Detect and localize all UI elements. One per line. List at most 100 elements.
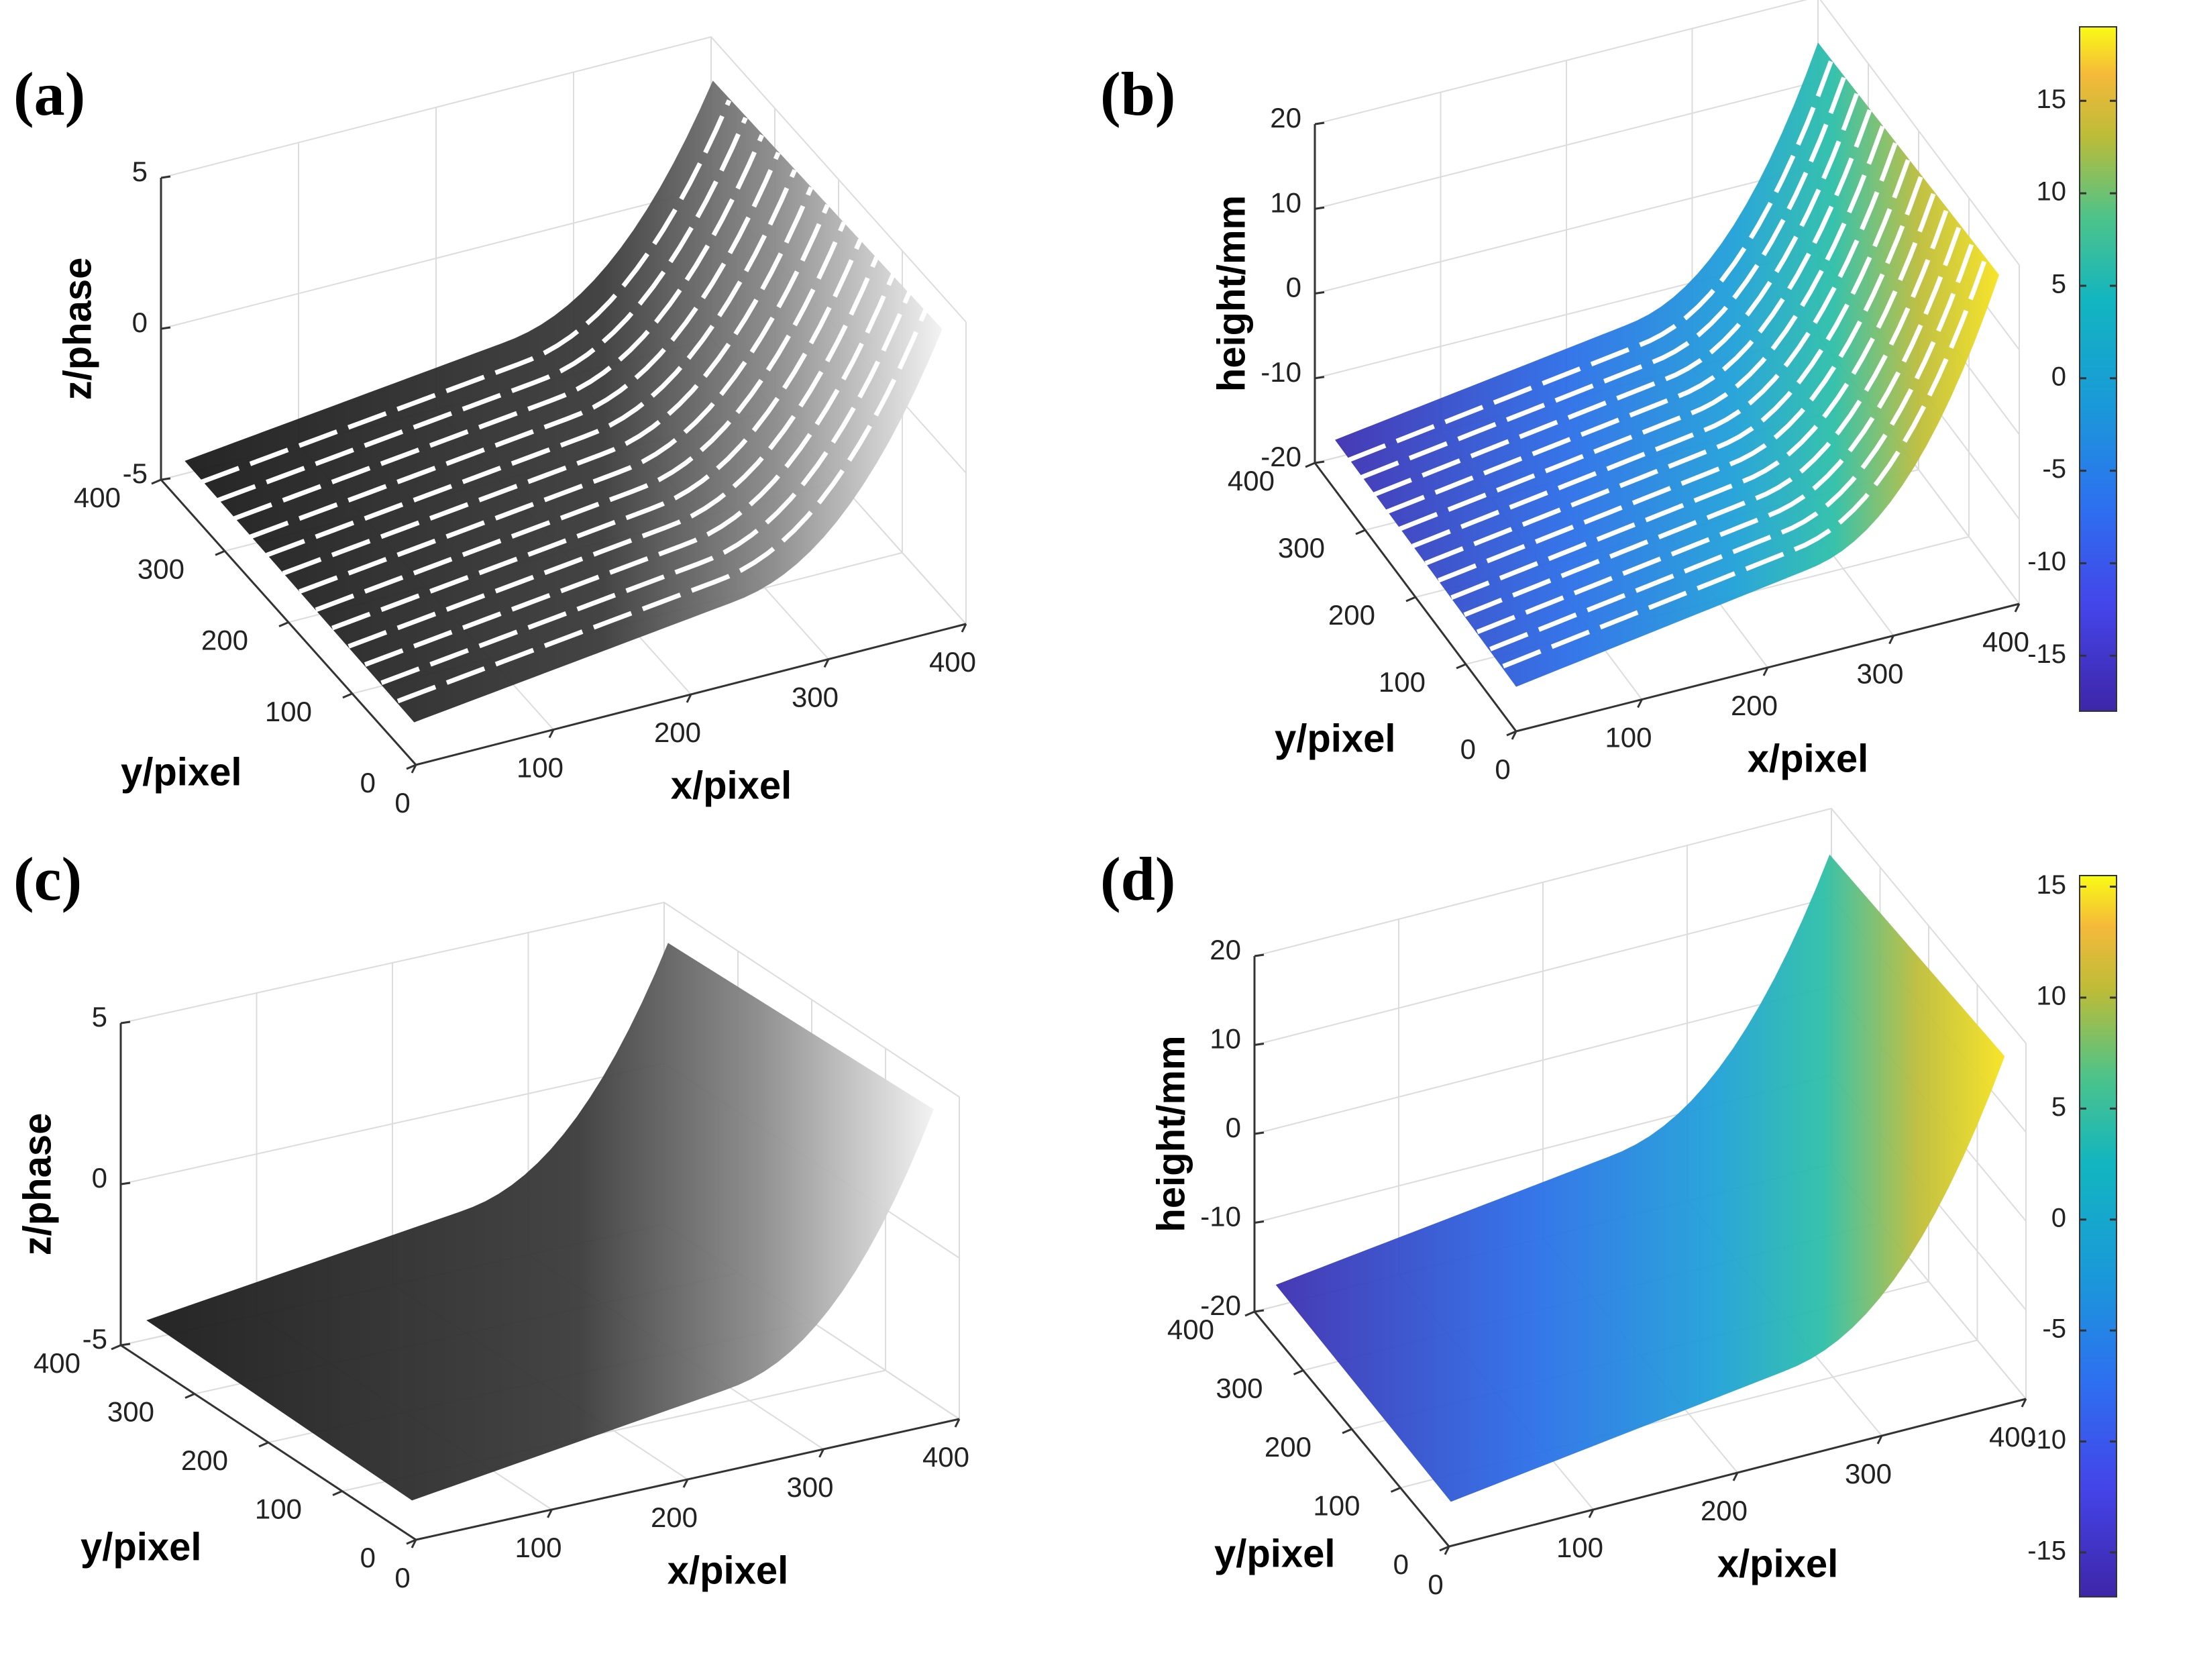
x-axis-label: x/pixel <box>671 764 792 807</box>
y-tick-mark <box>342 692 353 699</box>
z-tick-mark <box>120 1343 131 1347</box>
surface-gap <box>1373 93 1860 497</box>
x-tick-label: 0 <box>1428 1569 1443 1600</box>
y-tick-label: 0 <box>360 767 376 798</box>
colorbar-d: -15 -10 -5 0 5 10 15 <box>2027 870 2117 1597</box>
x-axis-label: x/pixel <box>1717 1542 1839 1585</box>
panel-label: (b) <box>1100 60 1175 128</box>
panel-a: 01002003004000100200300400-505x/pixely/p… <box>13 36 976 819</box>
surface-gap <box>249 152 781 539</box>
y-tick-mark <box>184 1393 195 1399</box>
colorbar-tick-label: 0 <box>2051 1203 2066 1232</box>
z-axis-label: z/phase <box>15 1113 59 1256</box>
x-tick-label: 100 <box>515 1532 561 1563</box>
surface-gap <box>315 221 847 613</box>
x-tick-mark <box>1732 1472 1739 1481</box>
y-tick-mark <box>1342 1428 1352 1434</box>
colorbar-tick-label: -5 <box>2042 454 2066 484</box>
surface-body <box>1335 42 1999 687</box>
z-tick-label: -20 <box>1200 1290 1241 1321</box>
x-tick-mark <box>1588 1509 1595 1518</box>
surface-a <box>184 81 943 723</box>
y-tick-mark <box>278 621 289 627</box>
surface-gap <box>380 291 912 686</box>
y-axis-label: y/pixel <box>1275 717 1396 760</box>
y-tick-label: 300 <box>1278 532 1325 564</box>
x-tick-label: 100 <box>1556 1532 1603 1563</box>
surface-gap <box>233 134 765 521</box>
surface-gap <box>1502 255 1989 669</box>
y-tick-mark <box>1439 1545 1450 1552</box>
x-tick-label: 100 <box>517 752 564 784</box>
y-tick-label: 200 <box>201 625 248 656</box>
z-tick-label: -5 <box>123 458 148 489</box>
z-tick-label: 0 <box>132 307 148 338</box>
z-axis-label: z/phase <box>56 258 99 401</box>
colorbar-tick-label: 10 <box>2037 177 2067 207</box>
x-tick-label: 400 <box>1982 626 2029 658</box>
surface-gap <box>299 203 830 594</box>
z-tick-label: 10 <box>1270 187 1301 218</box>
colorbar-tick-label: -5 <box>2042 1314 2066 1344</box>
surface-gap <box>266 168 797 558</box>
surface-gap <box>331 238 863 631</box>
y-tick-mark <box>332 1490 343 1496</box>
surface-gap <box>1347 60 1833 463</box>
y-tick-label: 400 <box>34 1347 81 1379</box>
colorbar-tick-label: -15 <box>2027 639 2066 669</box>
z-tick-label: -20 <box>1261 441 1301 472</box>
z-tick-mark <box>1254 1220 1265 1224</box>
panel-d: 01002003004000100200300400-20-1001020x/p… <box>1100 807 2117 1600</box>
z-tick-mark <box>1314 121 1325 125</box>
z-tick-mark <box>1254 1131 1265 1135</box>
z-tick-mark <box>1314 460 1325 464</box>
colorbar-tick-label: -10 <box>2027 547 2066 576</box>
colorbar-b: -15 -10 -5 0 5 10 15 <box>2027 26 2117 712</box>
x-tick-label: 0 <box>394 787 410 819</box>
z-tick-label: 20 <box>1210 934 1241 965</box>
surface-gap <box>1489 239 1976 651</box>
y-tick-label: 0 <box>1460 733 1476 765</box>
surface-gap <box>217 117 748 503</box>
surface-d <box>1275 854 2005 1502</box>
panel-label: (c) <box>13 845 82 913</box>
y-tick-mark <box>1244 1310 1255 1317</box>
y-tick-mark <box>406 764 417 770</box>
surface-gap <box>1360 76 1846 480</box>
surface-c <box>146 943 934 1501</box>
x-tick-label: 0 <box>394 1562 410 1593</box>
y-tick-mark <box>406 1538 417 1545</box>
y-tick-mark <box>258 1441 269 1448</box>
x-tick-mark <box>682 1479 689 1488</box>
y-tick-mark <box>1390 1487 1401 1493</box>
surface-gap <box>1450 190 1937 600</box>
x-tick-mark <box>1888 635 1894 645</box>
y-tick-mark <box>1355 529 1366 535</box>
colorbar-tick-label: 5 <box>2051 1092 2066 1122</box>
z-tick-label: 10 <box>1210 1023 1241 1055</box>
panel-b: 01002003004000100200300400-20-1001020x/p… <box>1100 0 2117 785</box>
z-tick-label: -5 <box>83 1323 107 1355</box>
gridline-wall-z <box>1314 0 2020 266</box>
x-axis-label: x/pixel <box>667 1548 789 1592</box>
z-tick-mark <box>1254 1043 1265 1046</box>
z-tick-mark <box>160 326 171 330</box>
x-tick-mark <box>961 623 967 633</box>
surface-gap <box>1411 142 1898 549</box>
y-tick-label: 400 <box>1167 1314 1214 1345</box>
y-tick-mark <box>151 478 162 485</box>
z-tick-label: 0 <box>1286 272 1301 303</box>
x-tick-label: 200 <box>654 717 701 748</box>
colorbar-tick-label: -15 <box>2027 1536 2066 1565</box>
z-tick-label: 5 <box>92 1001 107 1033</box>
surface-gap <box>282 186 814 576</box>
colorbar-gradient <box>2079 26 2117 712</box>
y-tick-label: 300 <box>138 553 184 584</box>
z-tick-mark <box>1254 953 1265 957</box>
x-tick-mark <box>547 1509 553 1518</box>
z-tick-mark <box>120 1020 131 1025</box>
z-tick-mark <box>120 1182 131 1186</box>
surface-gap <box>364 273 896 667</box>
z-tick-mark <box>160 477 171 481</box>
